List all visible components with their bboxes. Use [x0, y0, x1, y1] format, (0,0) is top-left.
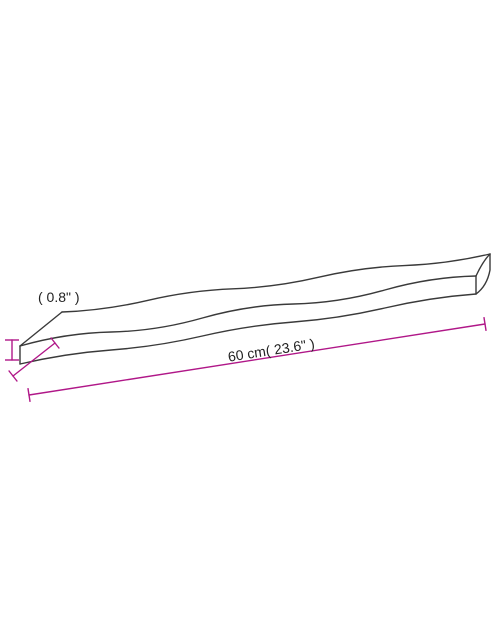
dimension-diagram: ( 0.8" ) 60 cm( 23.6" ) [0, 0, 500, 641]
dimension-height [5, 340, 19, 360]
dimension-height-label: ( 0.8" ) [38, 289, 80, 305]
dimension-width-label: 60 cm( 23.6" ) [227, 335, 316, 364]
